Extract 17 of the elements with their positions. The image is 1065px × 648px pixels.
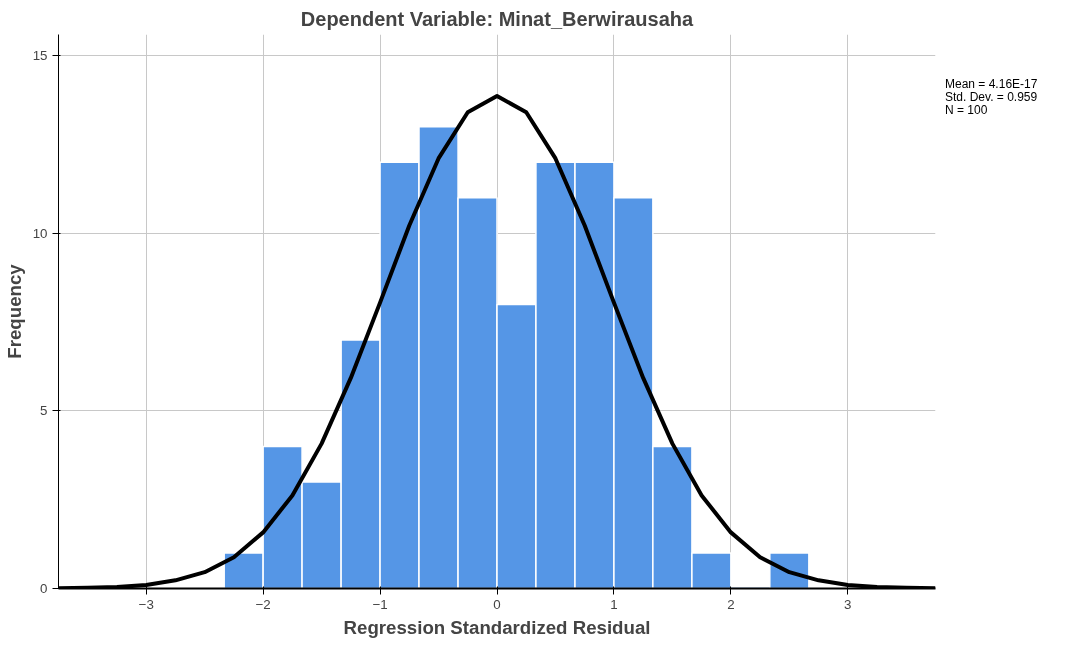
text: Mean = 4.16E-17 — [945, 77, 1038, 91]
x-tick-label: −3 — [138, 596, 154, 612]
y-axis-title: Frequency — [3, 263, 25, 359]
x-tick-label: −2 — [255, 596, 271, 612]
x-tick-label: −1 — [372, 596, 388, 612]
y-tick-label: 10 — [32, 225, 48, 241]
text: Std. Dev. = 0.959 — [945, 90, 1038, 104]
y-tick-label: 5 — [40, 403, 48, 419]
x-tick-label: 1 — [610, 596, 618, 612]
x-axis-title: Regression Standardized Residual — [343, 616, 651, 638]
chart-title: Dependent Variable: Minat_Berwirausaha — [300, 7, 695, 30]
y-tick-label: 0 — [40, 581, 48, 596]
x-tick-label: 2 — [727, 596, 735, 612]
y-tick-label: 15 — [32, 48, 48, 64]
text: N = 100 — [945, 103, 988, 117]
x-tick-label: 0 — [493, 596, 501, 612]
x-tick-label: 3 — [844, 596, 852, 612]
